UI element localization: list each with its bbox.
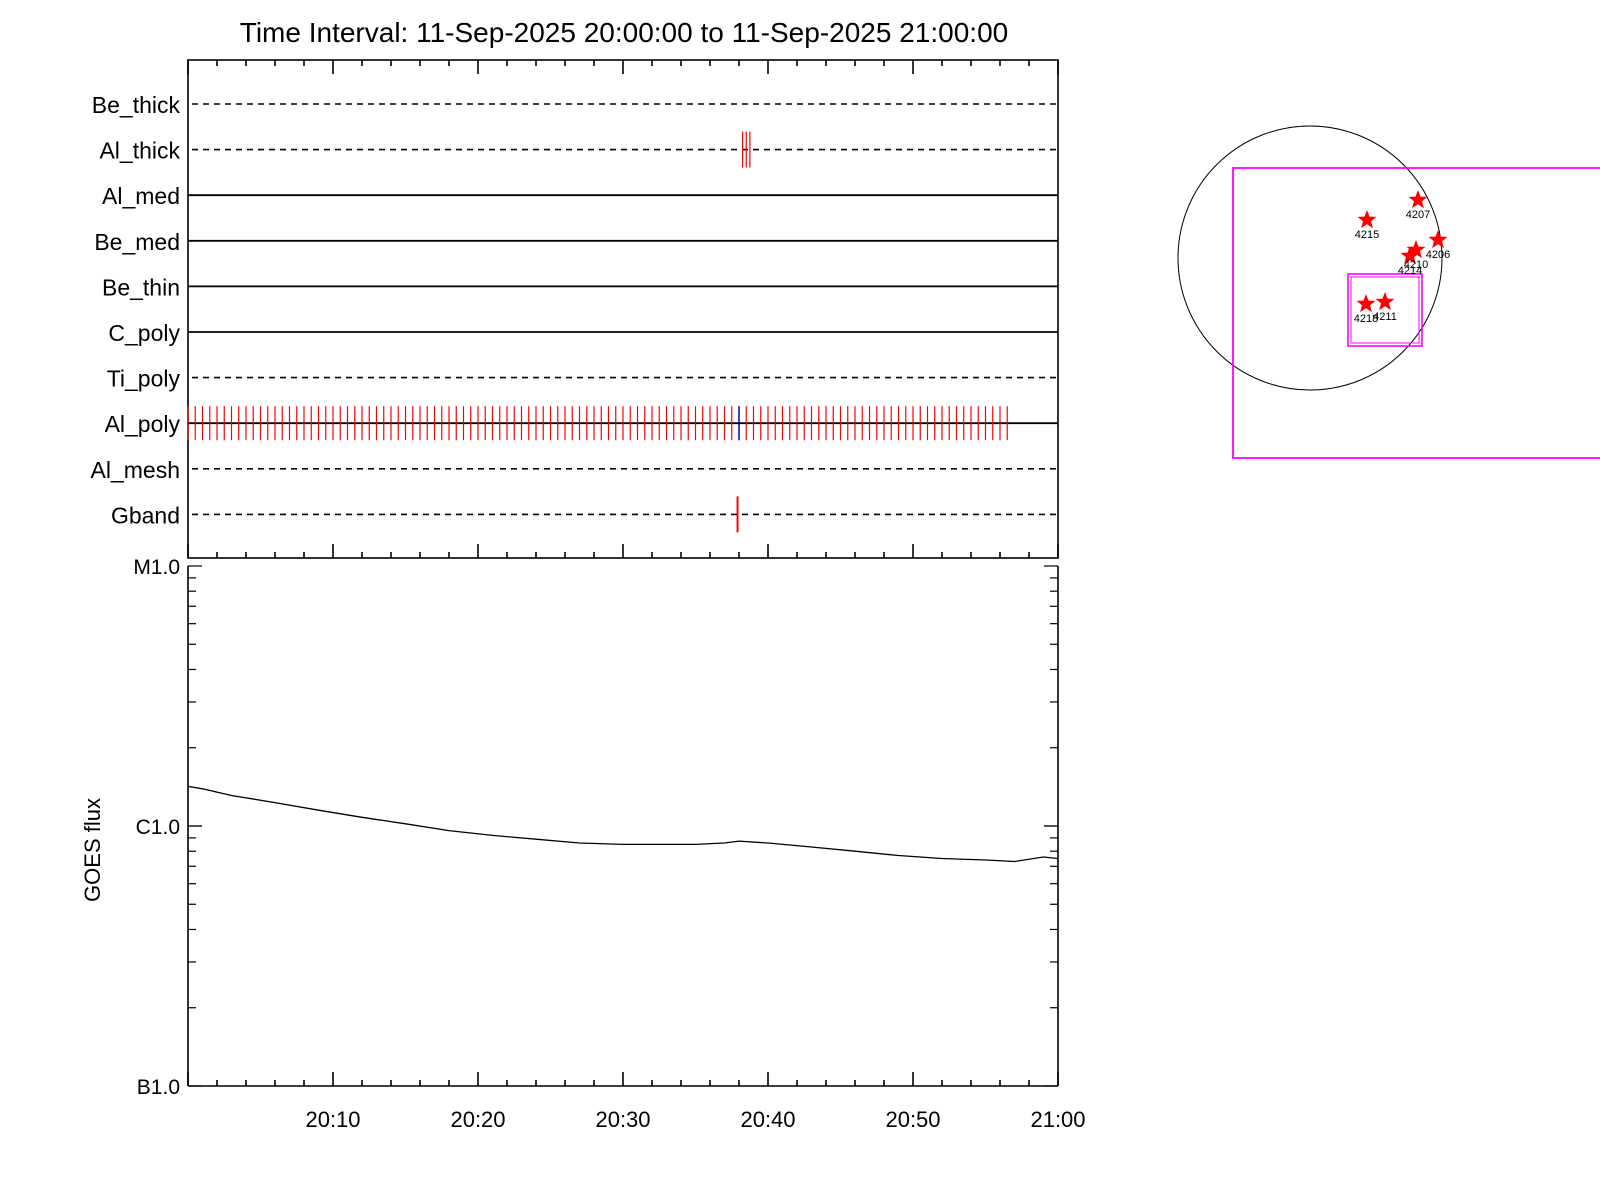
channel-label: C_poly	[108, 320, 180, 346]
active-region-label: 4214	[1398, 265, 1422, 277]
active-region-star	[1406, 240, 1426, 259]
goes-xtick-label: 20:40	[740, 1107, 795, 1132]
goes-ytick-label: M1.0	[133, 556, 180, 579]
goes-ylabel: GOES flux	[80, 798, 105, 902]
channel-label: Al_thick	[99, 138, 180, 164]
channel-label: Ti_poly	[107, 366, 181, 392]
active-region-label: 4210	[1404, 259, 1428, 271]
active-region-label: 4206	[1426, 249, 1450, 261]
goes-flux-panel: GOES flux B1.0 C1.0 M1.0 20:10 20:20 20:30 20:…	[80, 556, 1086, 1132]
active-region-star	[1375, 292, 1395, 311]
active-region-label: 4207	[1406, 209, 1430, 221]
pointing-box-inner	[1350, 276, 1420, 344]
active-region-star	[1408, 190, 1428, 209]
timeline-frame	[187, 59, 1059, 559]
goes-xtick-label: 20:50	[885, 1107, 940, 1132]
active-region-label: 4218	[1354, 313, 1378, 325]
channel-label: Al_poly	[105, 411, 181, 437]
goes-xtick-label: 20:20	[450, 1107, 505, 1132]
goes-xtick-label: 20:30	[595, 1107, 650, 1132]
active-region-star	[1356, 294, 1376, 313]
channel-label: Al_med	[102, 183, 180, 209]
channel-label: Be_med	[94, 229, 180, 255]
channel-label: Al_mesh	[91, 457, 180, 483]
channel-label: Gband	[111, 502, 180, 528]
solar-disk-outline	[1177, 125, 1443, 391]
channel-timeline-panel: Be_thick Al_thick Al_med Be_med Be_thin C_pol…	[91, 59, 1059, 559]
active-region-label: 4211	[1373, 311, 1397, 323]
goes-xtick-label: 21:00	[1030, 1107, 1085, 1132]
active-region-label: 4215	[1355, 229, 1379, 241]
field-of-view-box	[1232, 167, 1600, 459]
pointing-box	[1347, 273, 1423, 347]
channel-label: Be_thin	[102, 274, 180, 300]
goes-flux-line	[187, 785, 1059, 863]
active-region-star	[1357, 210, 1377, 229]
active-region-star	[1400, 246, 1420, 265]
active-region-star	[1428, 230, 1448, 249]
goes-xtick-label: 20:10	[305, 1107, 360, 1132]
goes-ytick-label: B1.0	[137, 1076, 180, 1099]
channel-label: Be_thick	[92, 92, 181, 118]
goes-ytick-label: C1.0	[136, 816, 180, 839]
chart-title: Time Interval: 11-Sep-2025 20:00:00 to 1…	[240, 17, 1008, 48]
